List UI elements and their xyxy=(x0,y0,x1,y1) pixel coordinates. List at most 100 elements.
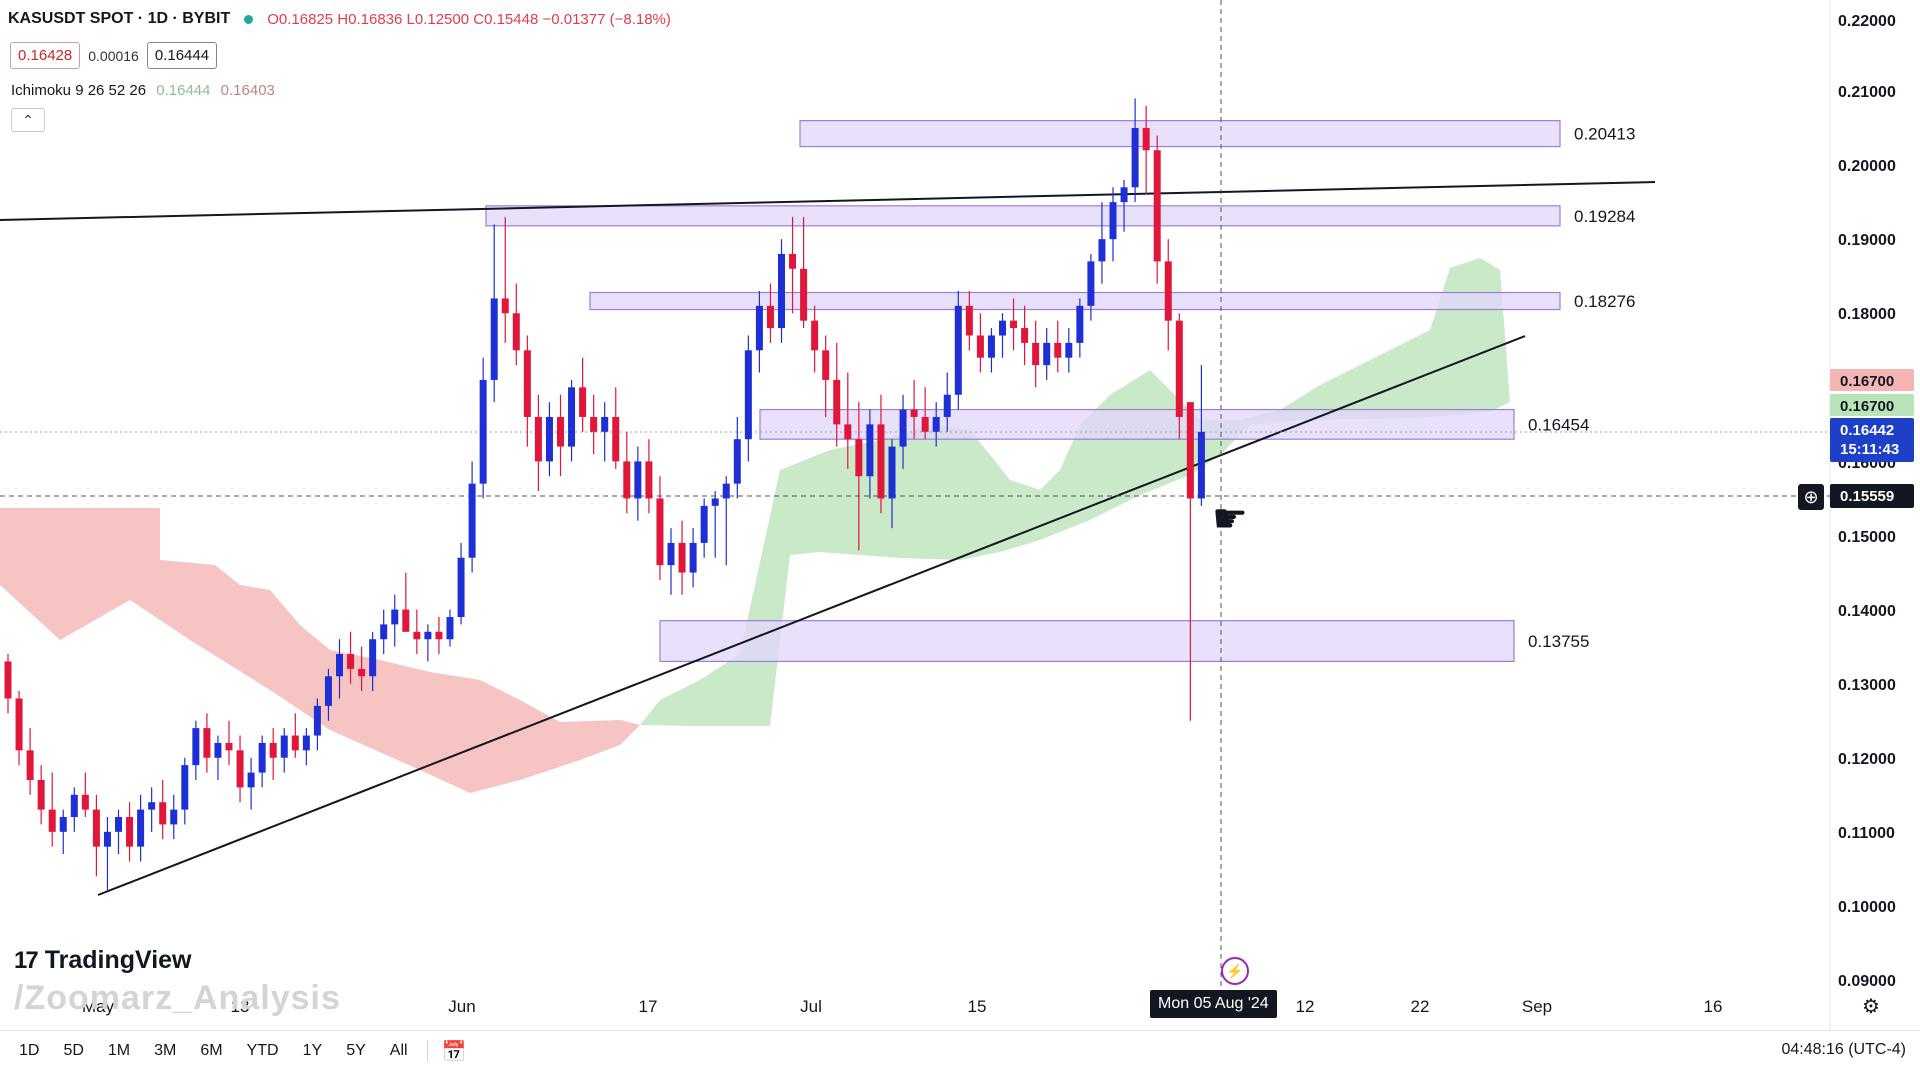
price-tick-label: 0.14000 xyxy=(1838,603,1896,620)
candle-body xyxy=(48,809,56,832)
resistance-trendline xyxy=(0,181,1656,221)
candle-body xyxy=(1175,320,1183,417)
candle-body xyxy=(800,268,808,321)
candle-body xyxy=(1153,150,1161,262)
candle-body xyxy=(203,728,211,758)
timeframe-6m[interactable]: 6M xyxy=(200,1042,223,1059)
timeframe-3m[interactable]: 3M xyxy=(154,1042,177,1059)
candle-body xyxy=(1131,128,1139,188)
candle-body xyxy=(391,609,399,625)
candle-body xyxy=(59,817,67,832)
support-zone xyxy=(485,205,1561,227)
candle-body xyxy=(1087,261,1095,306)
candle-body xyxy=(579,387,587,417)
support-zone xyxy=(589,291,1561,311)
chevron-up-icon[interactable]: ⌃ xyxy=(11,108,45,132)
candle-body xyxy=(1142,128,1150,151)
candle-body xyxy=(457,557,465,617)
candle-body xyxy=(700,505,708,543)
candle-body xyxy=(358,668,366,677)
support-zone xyxy=(799,120,1561,148)
candle-body xyxy=(590,416,598,432)
candle-body xyxy=(501,298,509,314)
candle-body xyxy=(1186,402,1194,499)
toolbar-divider xyxy=(426,1040,428,1062)
flash-icon[interactable]: ⚡ xyxy=(1221,957,1249,985)
timeframe-5y[interactable]: 5Y xyxy=(346,1042,366,1059)
settings-icon[interactable]: ⚙ xyxy=(1862,996,1880,1018)
candle-body xyxy=(70,794,78,818)
timeframe-1y[interactable]: 1Y xyxy=(302,1042,323,1059)
time-tick-label: 22 xyxy=(1411,997,1430,1016)
price-tick-label: 0.11000 xyxy=(1838,825,1895,842)
price-tick-label: 0.12000 xyxy=(1838,751,1896,768)
green-price-badge xyxy=(1830,394,1914,416)
candle-body xyxy=(976,335,984,358)
candle-body xyxy=(26,750,34,780)
timeframe-ytd[interactable]: YTD xyxy=(246,1042,279,1059)
candle-body xyxy=(402,609,410,632)
candle-body xyxy=(1010,320,1018,329)
last-price-badge-text: 0.16442 xyxy=(1840,422,1894,439)
indicator-name: Ichimoku 9 26 52 26 xyxy=(11,82,147,99)
candle-body xyxy=(1076,305,1084,343)
candle-body xyxy=(479,379,487,484)
zone-price-label: 0.18276 xyxy=(1574,292,1635,311)
candle-body xyxy=(612,416,620,462)
crosshair-plus-icon[interactable]: ⊕ xyxy=(1798,484,1824,510)
candle-body xyxy=(336,654,343,677)
crosshair-date-label: Mon 05 Aug '24 xyxy=(1150,990,1277,1018)
candle-body xyxy=(722,483,730,499)
symbol-title[interactable]: KASUSDT SPOT · 1D · BYBIT xyxy=(8,10,231,27)
candle-body xyxy=(181,765,189,810)
timeframe-5d[interactable]: 5D xyxy=(63,1042,84,1059)
green-price-badge-text: 0.16700 xyxy=(1840,398,1894,415)
candle-body xyxy=(833,379,841,425)
candle-body xyxy=(568,387,576,447)
candle-body xyxy=(711,498,719,506)
buy-price-button[interactable]: 0.16444 xyxy=(146,42,218,69)
timeframe-all[interactable]: All xyxy=(389,1042,408,1059)
indicator-value-2: 0.16403 xyxy=(220,82,275,99)
candle-body xyxy=(789,253,797,269)
price-tick-label: 0.15000 xyxy=(1838,529,1896,546)
indicator-legend[interactable]: Ichimoku 9 26 52 26 0.16444 0.16403 xyxy=(11,82,275,99)
clock-readout[interactable]: 04:48:16 (UTC-4) xyxy=(1781,1041,1907,1058)
calendar-icon[interactable]: 📅 xyxy=(441,1040,467,1063)
cursor-price-badge-text: 0.15559 xyxy=(1840,488,1894,505)
price-tick-label: 0.21000 xyxy=(1838,84,1896,101)
candle-body xyxy=(1109,202,1117,240)
candle-body xyxy=(92,809,100,847)
price-tick-label: 0.22000 xyxy=(1838,13,1896,30)
hand-cursor-icon: ☛ xyxy=(1212,497,1248,541)
candle-body xyxy=(103,831,111,847)
candle-body xyxy=(1032,342,1040,366)
time-tick-label: 12 xyxy=(1296,997,1315,1016)
candle-body xyxy=(468,483,476,558)
candle-body xyxy=(557,416,564,447)
candle-body xyxy=(159,802,167,825)
candle-body xyxy=(811,320,819,351)
timeframe-1d[interactable]: 1D xyxy=(19,1042,40,1059)
sell-price-button[interactable]: 0.16428 xyxy=(10,42,81,69)
ohlc-values: O0.16825 H0.16836 L0.12500 C0.15448 −0.0… xyxy=(267,10,671,28)
candle-body xyxy=(435,631,443,640)
time-tick-label: Sep xyxy=(1522,997,1552,1016)
candle-body xyxy=(313,705,321,736)
candle-body xyxy=(446,616,454,640)
candle-body xyxy=(1054,342,1062,358)
timeframe-1m[interactable]: 1M xyxy=(107,1042,131,1059)
candle-body xyxy=(137,809,145,847)
candle-body xyxy=(413,631,421,640)
price-tick-label: 0.09000 xyxy=(1838,973,1896,990)
candle-body xyxy=(225,742,233,751)
candle-body xyxy=(689,542,697,573)
candle-body xyxy=(1043,342,1051,366)
tradingview-logo-text: TradingView xyxy=(44,946,192,974)
candle-body xyxy=(954,305,962,395)
zone-price-label: 0.16454 xyxy=(1528,415,1589,434)
candle-body xyxy=(369,639,377,677)
candle-body xyxy=(236,750,244,788)
candle-body xyxy=(623,461,631,499)
